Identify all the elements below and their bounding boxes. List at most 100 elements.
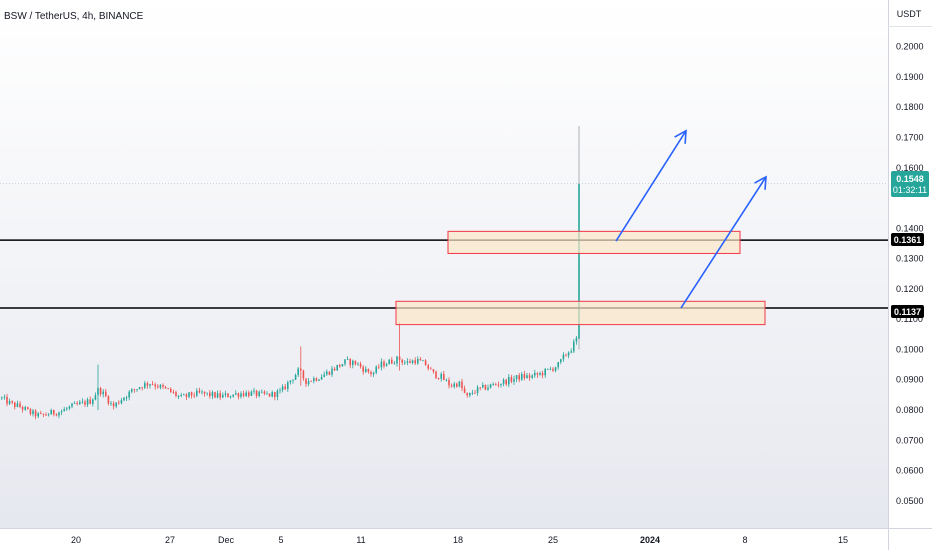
candle-body bbox=[63, 409, 65, 412]
candle-body bbox=[185, 394, 188, 397]
candle-body bbox=[326, 371, 328, 375]
price-axis-panel[interactable] bbox=[888, 0, 932, 528]
candle-body bbox=[144, 383, 146, 388]
candle-body bbox=[172, 391, 175, 393]
candle-body bbox=[102, 391, 104, 395]
candle-body bbox=[513, 378, 515, 382]
candle-body bbox=[453, 383, 455, 387]
candle-body bbox=[518, 375, 520, 380]
candle-body bbox=[3, 396, 6, 398]
candle-body bbox=[495, 384, 497, 385]
candle-body bbox=[240, 393, 242, 397]
zone-rectangle-2[interactable] bbox=[395, 300, 766, 326]
candle-body bbox=[287, 382, 289, 389]
candle-body bbox=[476, 387, 479, 393]
candle-body bbox=[170, 388, 172, 392]
candle-body bbox=[354, 360, 357, 365]
chart-title: BSW / TetherUS, 4h, BINANCE bbox=[4, 11, 144, 22]
candles bbox=[1, 125, 580, 420]
candle-body bbox=[263, 391, 266, 394]
candle-body bbox=[66, 408, 68, 410]
candle-body bbox=[177, 395, 180, 397]
candle-body bbox=[341, 364, 344, 367]
candle-body bbox=[107, 396, 110, 404]
candle-body bbox=[398, 356, 401, 360]
candle-body bbox=[133, 389, 136, 391]
candle-body bbox=[8, 401, 11, 404]
candle-body bbox=[510, 377, 513, 382]
candle-body bbox=[281, 386, 284, 391]
candle-body bbox=[167, 388, 169, 390]
candle-body bbox=[268, 393, 271, 397]
candle-body bbox=[359, 363, 362, 367]
candle-body bbox=[362, 366, 364, 372]
currency-label[interactable]: USDT bbox=[897, 9, 922, 19]
candle-body bbox=[128, 391, 130, 398]
candle-body bbox=[209, 392, 211, 397]
arrows bbox=[615, 129, 767, 309]
candle-body bbox=[310, 380, 312, 382]
candle-body bbox=[430, 368, 432, 370]
candle-body bbox=[315, 378, 318, 381]
candle-body bbox=[302, 370, 305, 379]
candle-body bbox=[409, 361, 411, 364]
candle-body bbox=[6, 396, 8, 404]
candle-body bbox=[274, 392, 276, 397]
candle-body bbox=[567, 352, 570, 356]
candle-body bbox=[380, 361, 383, 368]
time-tick-9: 15 bbox=[838, 535, 848, 545]
candle-body bbox=[253, 390, 255, 392]
candle-body bbox=[489, 384, 492, 388]
level-price-label-2: 0.1137 bbox=[894, 307, 921, 317]
time-tick-0: 20 bbox=[71, 535, 81, 545]
candle-body bbox=[71, 403, 73, 407]
price-tick-4: 0.1600 bbox=[896, 163, 924, 173]
candle-body bbox=[154, 384, 156, 387]
candle-body bbox=[11, 401, 13, 403]
candle-body bbox=[419, 358, 422, 361]
projection-arrow-1[interactable] bbox=[615, 129, 687, 242]
candle-body bbox=[37, 413, 39, 417]
candle-body bbox=[292, 379, 294, 381]
time-tick-4: 11 bbox=[356, 535, 365, 545]
candle-body bbox=[313, 378, 315, 382]
time-axis-panel[interactable] bbox=[0, 528, 888, 550]
price-tick-7: 0.1200 bbox=[896, 284, 924, 294]
candle-body bbox=[86, 399, 89, 405]
candle-body bbox=[151, 384, 154, 386]
candle-body bbox=[440, 373, 442, 379]
candle-body bbox=[562, 354, 565, 360]
candle-body bbox=[401, 359, 403, 363]
level-price-tag-1 bbox=[891, 233, 924, 246]
candle-body bbox=[573, 341, 575, 352]
candle-body bbox=[162, 384, 164, 387]
candle-body bbox=[554, 367, 557, 371]
candle-body bbox=[333, 368, 336, 371]
candle-body bbox=[437, 378, 440, 379]
candle-body bbox=[393, 363, 396, 365]
candle-body bbox=[141, 387, 143, 389]
candle-body bbox=[261, 391, 263, 393]
candle-body bbox=[344, 359, 346, 365]
candle-body bbox=[443, 373, 445, 380]
candle-body bbox=[175, 392, 177, 397]
candle-body bbox=[349, 358, 351, 366]
candle-body bbox=[227, 393, 229, 398]
candle-body bbox=[427, 365, 429, 369]
zone-rectangle-1[interactable] bbox=[447, 230, 741, 254]
candle-body bbox=[404, 362, 406, 364]
candle-body bbox=[417, 358, 419, 364]
candle-body bbox=[21, 406, 24, 410]
candle-body bbox=[216, 393, 219, 398]
projection-arrow-2[interactable] bbox=[680, 175, 767, 309]
candle-body bbox=[279, 390, 281, 391]
candle-body bbox=[203, 391, 206, 394]
candle-body bbox=[196, 390, 198, 396]
candle-body bbox=[250, 391, 253, 396]
candle-body bbox=[27, 407, 29, 410]
candle-body bbox=[375, 366, 377, 373]
candle-body bbox=[258, 391, 260, 397]
candle-body bbox=[575, 337, 578, 342]
candle-body bbox=[180, 394, 182, 396]
